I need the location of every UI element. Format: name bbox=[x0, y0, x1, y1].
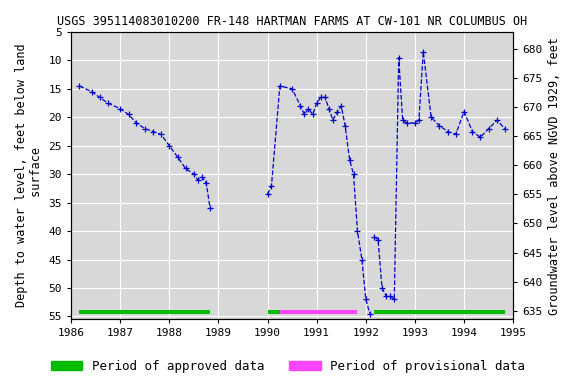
Title: USGS 395114083010200 FR-148 HARTMAN FARMS AT CW-101 NR COLUMBUS OH: USGS 395114083010200 FR-148 HARTMAN FARM… bbox=[57, 15, 527, 28]
Y-axis label: Depth to water level, feet below land
 surface: Depth to water level, feet below land su… bbox=[15, 44, 43, 308]
Legend: Period of approved data, Period of provisional data: Period of approved data, Period of provi… bbox=[46, 355, 530, 378]
Y-axis label: Groundwater level above NGVD 1929, feet: Groundwater level above NGVD 1929, feet bbox=[548, 36, 561, 314]
